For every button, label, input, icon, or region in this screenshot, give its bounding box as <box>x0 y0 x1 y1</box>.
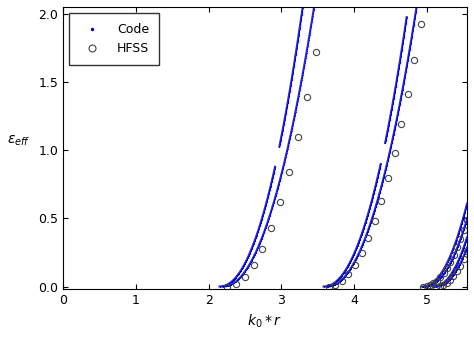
Y-axis label: $\varepsilon_{eff}$: $\varepsilon_{eff}$ <box>7 134 30 148</box>
Legend: Code, HFSS: Code, HFSS <box>69 13 159 65</box>
X-axis label: $k_0*r$: $k_0*r$ <box>247 313 283 330</box>
